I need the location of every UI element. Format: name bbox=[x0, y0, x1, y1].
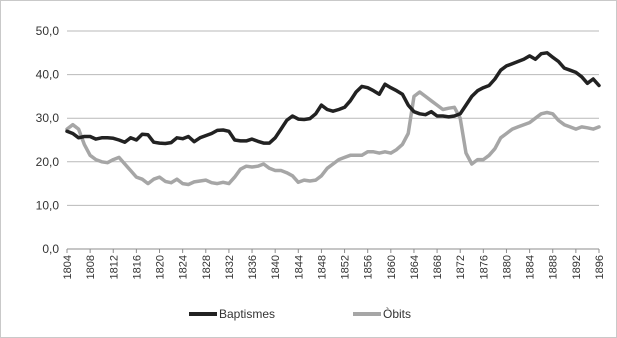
legend: Baptismes Òbits bbox=[189, 306, 411, 321]
x-tick-label: 1880 bbox=[501, 255, 513, 279]
x-tick-label: 1896 bbox=[594, 255, 606, 279]
legend-label: Òbits bbox=[383, 306, 411, 321]
x-tick-label: 1844 bbox=[293, 255, 305, 279]
x-tick-label: 1856 bbox=[363, 255, 375, 279]
series-lines bbox=[65, 51, 601, 187]
y-tick-label: 20,0 bbox=[36, 155, 60, 169]
x-tick-label: 1876 bbox=[478, 255, 490, 279]
x-tick-label: 1804 bbox=[62, 255, 74, 279]
y-tick-label: 10,0 bbox=[36, 198, 60, 212]
x-tick-label: 1884 bbox=[525, 255, 537, 279]
y-tick-label: 0,0 bbox=[42, 242, 59, 256]
x-tick-label: 1812 bbox=[108, 255, 120, 279]
legend-label: Baptismes bbox=[219, 307, 275, 321]
y-tick-label: 40,0 bbox=[36, 68, 60, 82]
gridlines bbox=[66, 30, 600, 253]
x-tick-label: 1852 bbox=[340, 255, 352, 279]
y-axis-tick-labels: 0,0 10,0 20,0 30,0 40,0 50,0 bbox=[36, 24, 60, 256]
x-tick-label: 1848 bbox=[316, 255, 328, 279]
series-line--bits bbox=[65, 90, 601, 187]
x-tick-label: 1868 bbox=[432, 255, 444, 279]
y-tick-label: 30,0 bbox=[36, 111, 60, 125]
x-tick-label: 1840 bbox=[270, 255, 282, 279]
x-axis-tick-labels: 1804 1808 1812 1816 1820 1824 1828 1832 1836 1840… bbox=[62, 255, 606, 279]
x-tick-label: 1872 bbox=[455, 255, 467, 279]
y-tick-label: 50,0 bbox=[36, 24, 60, 38]
x-tick-label: 1832 bbox=[224, 255, 236, 279]
x-tick-label: 1864 bbox=[409, 255, 421, 279]
x-tick-label: 1860 bbox=[386, 255, 398, 279]
x-tick-label: 1836 bbox=[247, 255, 259, 279]
x-tick-label: 1828 bbox=[201, 255, 213, 279]
x-tick-label: 1808 bbox=[85, 255, 97, 279]
x-tick-label: 1824 bbox=[178, 255, 190, 279]
x-tick-label: 1820 bbox=[155, 255, 167, 279]
series-line-baptismes bbox=[65, 51, 601, 146]
x-tick-label: 1892 bbox=[571, 255, 583, 279]
x-tick-label: 1816 bbox=[131, 255, 143, 279]
x-tick-label: 1888 bbox=[548, 255, 560, 279]
